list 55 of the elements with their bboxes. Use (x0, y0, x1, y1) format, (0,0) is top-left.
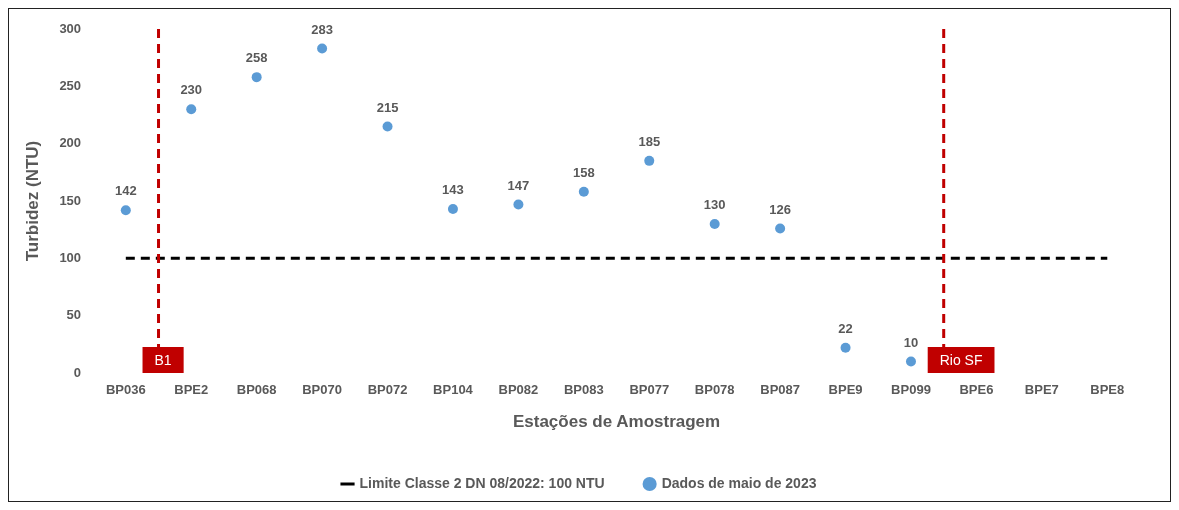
data-label: 142 (114, 183, 137, 199)
data-label: 126 (769, 201, 791, 217)
x-tick-label: BP099 (891, 382, 931, 398)
x-tick-label: BP072 (367, 382, 408, 398)
data-label: 258 (245, 50, 268, 66)
point (382, 121, 393, 132)
x-axis-title: Estações de Amostragem (512, 412, 721, 432)
data-label: 283 (311, 21, 333, 37)
y-axis-title: Turbidez (NTU) (22, 140, 42, 262)
point (578, 186, 589, 197)
point (120, 205, 131, 216)
annotation: Rio SF (939, 351, 983, 368)
x-tick-label: BP087 (760, 382, 800, 398)
x-tick-label: BP078 (694, 382, 735, 398)
point (644, 155, 655, 166)
data-label: 147 (507, 177, 530, 193)
y-tick-label: 0 (73, 364, 82, 380)
legend-label: Dados de maio de 2023 (661, 474, 817, 491)
y-tick-label: 200 (59, 135, 82, 151)
x-tick-label: BP068 (236, 382, 277, 398)
x-tick-label: BP082 (498, 382, 539, 398)
data-label: 158 (572, 164, 595, 180)
point (905, 356, 916, 367)
point (775, 223, 786, 234)
x-tick-label: BP104 (433, 382, 474, 398)
x-tick-label: BPE2 (174, 382, 209, 398)
y-tick-label: 100 (59, 249, 82, 265)
point (317, 43, 328, 54)
data-label: 230 (180, 82, 203, 98)
x-tick-label: BP083 (563, 382, 604, 398)
data-label: 22 (838, 320, 853, 336)
point (186, 104, 197, 115)
data-label: 185 (638, 133, 661, 149)
point (251, 72, 262, 83)
data-label: 215 (376, 99, 399, 115)
x-tick-label: BPE8 (1090, 382, 1125, 398)
x-tick-label: BP036 (105, 382, 146, 398)
x-tick-label: BP077 (629, 382, 670, 398)
point (447, 204, 458, 215)
legend-label: Limite Classe 2 DN 08/2022: 100 NTU (359, 474, 605, 491)
y-tick-label: 250 (59, 77, 82, 93)
data-label: 10 (903, 334, 919, 350)
point (513, 199, 524, 210)
y-tick-label: 150 (59, 192, 82, 208)
point (840, 342, 851, 353)
annotation: B1 (154, 351, 172, 368)
data-label: 143 (442, 182, 464, 198)
y-tick-label: 50 (66, 307, 82, 323)
y-tick-label: 300 (59, 20, 82, 36)
x-tick-label: BPE9 (828, 382, 863, 398)
x-tick-label: BPE6 (959, 382, 994, 398)
point (709, 218, 720, 229)
x-tick-label: BP070 (302, 382, 342, 398)
x-tick-label: BPE7 (1024, 382, 1059, 398)
data-label: 130 (703, 197, 726, 213)
